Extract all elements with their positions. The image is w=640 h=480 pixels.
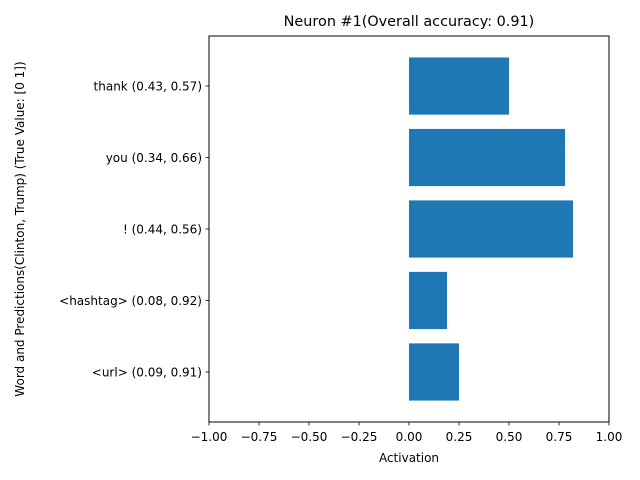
y-tick-label: <url> (0.09, 0.91) <box>92 365 202 379</box>
x-tick-label: 0.00 <box>396 430 423 444</box>
y-tick-label: you (0.34, 0.66) <box>106 151 202 165</box>
bar <box>409 57 509 115</box>
y-tick-label: ! (0.44, 0.56) <box>123 222 202 236</box>
bar <box>409 200 573 258</box>
bar-group <box>409 57 573 401</box>
x-axis-ticks: −1.00 −0.75 −0.50 −0.25 0.00 0.25 0.50 0.75 1.00 <box>191 422 623 444</box>
x-tick-label: 0.25 <box>446 430 473 444</box>
y-axis-ticks: <url> (0.09, 0.91) <hashtag> (0.08, 0.92)… <box>59 79 209 379</box>
x-tick-label: −0.25 <box>341 430 378 444</box>
x-tick-label: 0.50 <box>496 430 523 444</box>
bar <box>409 343 459 401</box>
bar <box>409 271 447 330</box>
x-tick-label: 0.75 <box>546 430 573 444</box>
bar <box>409 128 565 187</box>
chart-title: Neuron #1(Overall accuracy: 0.91) <box>284 14 535 30</box>
x-tick-label: −0.50 <box>291 430 328 444</box>
plot-frame <box>208 35 610 423</box>
x-tick-label: −0.75 <box>241 430 278 444</box>
y-axis-label: Word and Predictions(Clinton, Trump) (Tr… <box>13 61 27 396</box>
x-tick-label: −1.00 <box>191 430 228 444</box>
y-tick-label: thank (0.43, 0.57) <box>94 79 202 93</box>
x-tick-label: 1.00 <box>596 430 623 444</box>
x-axis-label: Activation <box>379 451 439 465</box>
y-tick-label: <hashtag> (0.08, 0.92) <box>59 294 202 308</box>
